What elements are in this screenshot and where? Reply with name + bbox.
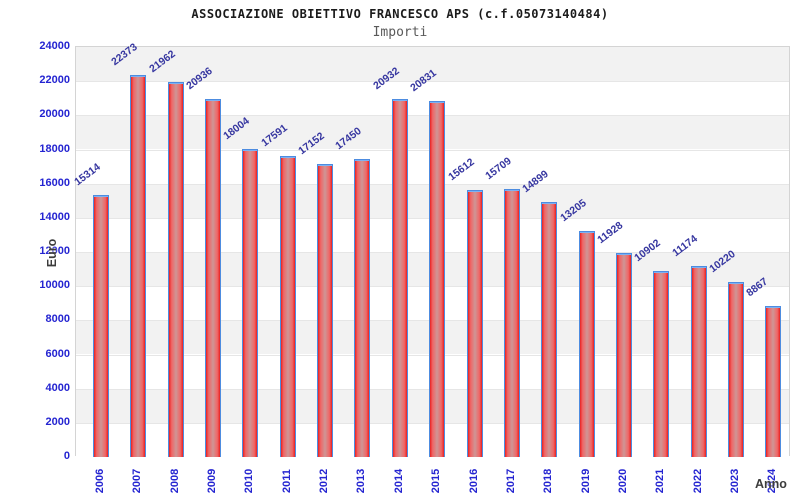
x-tick-label: 2023 xyxy=(728,468,741,494)
bar-2016 xyxy=(466,190,483,457)
x-tick-label: 2018 xyxy=(542,468,555,494)
x-tick-label: 2011 xyxy=(280,469,293,493)
x-tick-label: 2015 xyxy=(430,468,443,494)
x-tick-label: 2022 xyxy=(691,468,704,494)
bar-2008 xyxy=(167,81,184,457)
y-tick-label: 4000 xyxy=(45,381,70,394)
plot-area: 15314 22373 21962 20936 18004 17591 17152 17450… xyxy=(72,41,790,457)
x-tick-label: 2016 xyxy=(467,468,480,494)
bar-2018 xyxy=(541,202,558,457)
bar-2022 xyxy=(690,266,707,457)
x-tick-label: 2021 xyxy=(654,468,667,494)
bar-2017 xyxy=(503,188,520,457)
gridline xyxy=(76,81,789,83)
y-tick-label: 8000 xyxy=(45,313,70,326)
y-axis-title: Euro xyxy=(45,238,59,268)
x-tick-label: 2019 xyxy=(579,468,592,494)
y-tick-label: 12000 xyxy=(39,245,70,257)
y-tick-label: 10000 xyxy=(39,279,70,292)
bar-2007 xyxy=(130,74,147,457)
y-tick-label: 20000 xyxy=(39,108,70,121)
x-tick-label: 2006 xyxy=(94,468,106,494)
bar-2012 xyxy=(317,163,334,457)
bar-2014 xyxy=(391,99,408,457)
plot-band xyxy=(76,47,789,82)
y-tick-label: 2000 xyxy=(45,415,70,428)
y-tick-label: 24000 xyxy=(39,40,70,52)
bar-2019 xyxy=(578,231,595,457)
x-tick-label: 2020 xyxy=(616,468,629,494)
bar-2010 xyxy=(242,149,259,457)
y-tick-label: 16000 xyxy=(39,176,70,189)
y-tick-label: 22000 xyxy=(39,74,70,87)
x-tick-label: 2007 xyxy=(131,468,144,494)
bar-2013 xyxy=(354,158,371,457)
x-tick-label: 2014 xyxy=(392,468,405,494)
bar-2024 xyxy=(765,305,782,457)
bar-2021 xyxy=(653,270,670,457)
y-tick-label: 0 xyxy=(63,450,70,462)
x-tick-label: 2008 xyxy=(168,468,181,494)
x-tick-label: 2017 xyxy=(504,468,517,494)
chart-subtitle: Importi xyxy=(372,25,428,40)
bar-2020 xyxy=(615,253,632,457)
chart-title: ASSOCIAZIONE OBIETTIVO FRANCESCO APS (c.… xyxy=(191,7,609,21)
x-tick-label: 2012 xyxy=(318,468,331,494)
y-tick-label: 18000 xyxy=(39,142,70,155)
x-tick-label: 2013 xyxy=(355,468,368,494)
bar-2009 xyxy=(205,99,222,457)
x-axis-title: Anno xyxy=(755,477,787,491)
bar-2023 xyxy=(727,282,744,457)
bar-2015 xyxy=(429,101,446,457)
y-tick-label: 6000 xyxy=(45,347,70,360)
x-tick-label: 2009 xyxy=(206,468,219,494)
x-tick-label: 2010 xyxy=(243,468,256,494)
y-tick-label: 14000 xyxy=(39,210,70,223)
bar-2011 xyxy=(279,156,296,457)
bar-2006 xyxy=(93,195,109,457)
